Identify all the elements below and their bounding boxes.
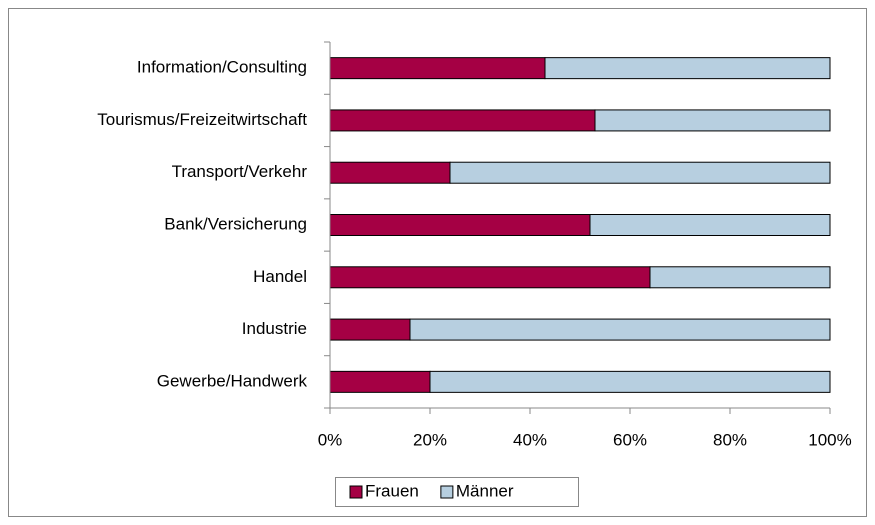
legend-label: Männer [456, 481, 514, 500]
y-tick-label: Gewerbe/Handwerk [157, 371, 308, 390]
bar-segment [329, 109, 596, 132]
bar-segment [649, 266, 831, 289]
y-tick-label: Transport/Verkehr [172, 162, 308, 181]
y-tick-label: Information/Consulting [137, 58, 307, 77]
x-tick-label: 40% [513, 430, 547, 449]
y-tick-label: Industrie [242, 319, 307, 338]
bar-segment [329, 266, 651, 289]
x-tick-label: 20% [413, 430, 447, 449]
legend-box [335, 477, 579, 507]
bar-segment [594, 109, 831, 132]
chart-border [8, 8, 867, 517]
bar-segment [329, 318, 411, 341]
legend-swatch [349, 485, 363, 499]
bar-segment [449, 161, 831, 184]
x-tick-label: 0% [318, 430, 343, 449]
x-tick-label: 100% [808, 430, 851, 449]
bar-segment [589, 214, 831, 236]
y-tick-label: Tourismus/Freizeitwirtschaft [97, 110, 307, 129]
y-tick-label: Bank/Versicherung [164, 214, 307, 233]
bar-segment [329, 214, 591, 236]
legend-label: Frauen [365, 481, 419, 500]
bar-segment [329, 57, 546, 80]
x-tick-label: 80% [713, 430, 747, 449]
bar-segment [429, 370, 831, 393]
bar-segment [329, 161, 451, 184]
x-tick-label: 60% [613, 430, 647, 449]
bar-segment [544, 57, 831, 80]
bar-segment [409, 318, 831, 341]
legend-swatch [440, 485, 454, 499]
y-tick-label: Handel [253, 267, 307, 286]
bar-segment [329, 370, 431, 393]
